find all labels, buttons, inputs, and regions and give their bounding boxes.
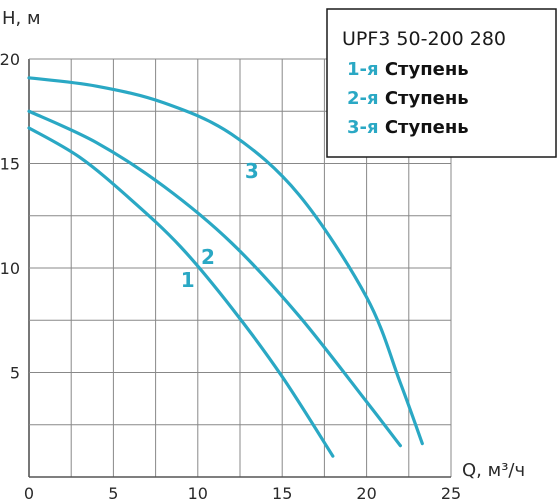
y-tick-label: 10 [0,259,20,278]
curves [27,76,424,458]
curve-label-1: 1 [181,268,195,292]
legend-entry: 1-я Ступень [347,59,469,80]
x-tick-label: 5 [108,484,118,503]
x-tick-label: 20 [356,484,376,503]
y-axis-label: H, м [2,8,41,29]
curve-stage-1 [27,126,335,458]
curve-stage-3 [27,76,424,446]
grid [28,58,452,478]
x-tick-label: 15 [272,484,292,503]
legend-title: UPF3 50-200 280 [342,28,506,50]
y-tick-label: 20 [0,50,20,69]
legend-entry: 3-я Ступень [347,117,469,138]
curve-label-3: 3 [245,159,259,183]
curve-label-2: 2 [201,245,215,269]
x-tick-label: 10 [188,484,208,503]
x-axis-label: Q, м³/ч [462,460,525,481]
y-tick-label: 5 [10,364,20,383]
legend-entry: 2-я Ступень [347,88,469,109]
curve-stage-2 [27,109,402,448]
x-tick-label: 0 [24,484,34,503]
tick-labels: 0 5 10 15 20 25 5 10 15 20 [0,50,461,503]
legend-box [326,8,557,158]
legend: UPF3 50-200 280 1-я Ступень 2-я Ступень 3-… [326,8,557,158]
x-tick-label: 25 [441,484,461,503]
y-tick-label: 15 [0,155,20,174]
curve-labels: 12 3 [181,159,259,292]
